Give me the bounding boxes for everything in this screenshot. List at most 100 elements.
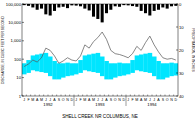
y-tick: [22, 96, 24, 97]
y-tick: [22, 4, 24, 5]
band-cell: [161, 63, 166, 79]
x-tick-label: S: [58, 98, 61, 102]
band-cell: [35, 55, 40, 72]
x-tick: [147, 95, 148, 97]
x-tick: [165, 95, 166, 97]
band-cell: [65, 63, 70, 77]
x-tick-label: O: [166, 98, 169, 102]
x-tick-label: M: [31, 98, 34, 102]
band-cell: [169, 63, 174, 77]
frame: [22, 4, 178, 96]
precip-bar: [53, 4, 56, 11]
x-tick-label: F: [27, 98, 30, 102]
precip-bar: [135, 4, 138, 7]
x-tick-label: J: [127, 98, 129, 102]
band-cell: [174, 63, 178, 75]
precip-bar: [92, 4, 95, 17]
band-cell: [57, 63, 62, 79]
x-tick: [65, 95, 66, 97]
precip-bar: [131, 4, 134, 6]
y2-tick-label: 20: [179, 48, 184, 53]
x-tick-label: N: [170, 98, 173, 102]
x-tick-label: J: [75, 98, 77, 102]
x-tick: [121, 95, 122, 97]
x-tick: [95, 95, 96, 97]
band-cell: [122, 63, 127, 75]
band-cell: [113, 63, 118, 77]
y-tick-label: 100,000: [6, 2, 22, 7]
precip-bar: [109, 4, 112, 10]
x-tick: [61, 95, 62, 97]
precip-bar: [88, 4, 91, 10]
x-tick: [139, 95, 140, 97]
x-tick: [108, 95, 109, 97]
title: SHELL CREEK NR COLUMBUS, NE: [62, 114, 138, 119]
precip-bar: [36, 4, 39, 10]
precip-bar: [105, 4, 108, 13]
band-cell: [87, 55, 92, 72]
y2-tick-label: 10: [179, 25, 184, 30]
band-cell: [52, 61, 57, 79]
x-tick: [35, 95, 36, 97]
y2-tick-label: 0: [179, 2, 182, 7]
precip-bar: [49, 4, 52, 16]
x-tick-label: F: [131, 98, 134, 102]
x-tick: [22, 95, 23, 97]
x-tick: [82, 95, 83, 97]
x-tick: [43, 95, 44, 97]
precip-bar: [62, 4, 65, 7]
band-cell: [143, 54, 148, 72]
y-tick-label: 1,000: [11, 38, 22, 43]
x-tick-label: O: [114, 98, 117, 102]
y-tick-label: 1: [19, 94, 22, 99]
band-cell: [109, 63, 114, 79]
y-tick-label: 10,000: [8, 20, 21, 25]
year-label: 1994: [147, 102, 157, 107]
band-cell: [156, 61, 161, 79]
band-cell: [139, 55, 144, 72]
precip-bar: [44, 4, 47, 14]
precip-bar: [57, 4, 60, 7]
band-cell: [26, 60, 31, 73]
x-tick: [143, 95, 144, 97]
band-cell: [61, 63, 66, 77]
x-tick: [69, 95, 70, 97]
precip-bar: [79, 4, 82, 6]
precip-bar: [118, 4, 121, 7]
x-tick: [56, 95, 57, 97]
x-tick-label: A: [140, 98, 143, 102]
y-axis-title: DISCHARGE, IN CUBIC FEET PER SECOND: [1, 15, 5, 84]
band-cell: [165, 63, 170, 77]
x-tick: [91, 95, 92, 97]
precip-bar: [66, 4, 69, 8]
x-tick: [152, 95, 153, 97]
band-cell: [152, 57, 157, 77]
y-tick: [22, 77, 24, 78]
x-tick: [160, 95, 161, 97]
y2-tick: [176, 27, 178, 28]
x-tick: [100, 95, 101, 97]
band-cell: [117, 63, 122, 77]
x-tick: [26, 95, 27, 97]
band-cell: [130, 60, 135, 73]
band-cell: [148, 53, 153, 73]
precip-bar: [174, 4, 177, 6]
precip-bar: [31, 4, 34, 7]
x-tick: [74, 95, 75, 97]
band-cell: [31, 55, 36, 70]
band-cell: [44, 53, 49, 73]
band-cell: [104, 61, 109, 79]
band-cell: [126, 63, 131, 74]
precip-bar: [170, 4, 173, 6]
x-tick: [104, 95, 105, 97]
band-cell: [48, 57, 53, 77]
chart: 1101001,00010,000100,000010203040JFMAMJJ…: [0, 0, 195, 120]
y2-tick-label: 40: [179, 94, 184, 99]
band-cell: [91, 54, 96, 72]
x-tick-label: M: [135, 98, 138, 102]
x-tick-label: D: [71, 98, 74, 102]
x-tick: [134, 95, 135, 97]
data-group: [22, 4, 178, 79]
x-tick-label: S: [110, 98, 113, 102]
year-divider: [126, 96, 127, 106]
